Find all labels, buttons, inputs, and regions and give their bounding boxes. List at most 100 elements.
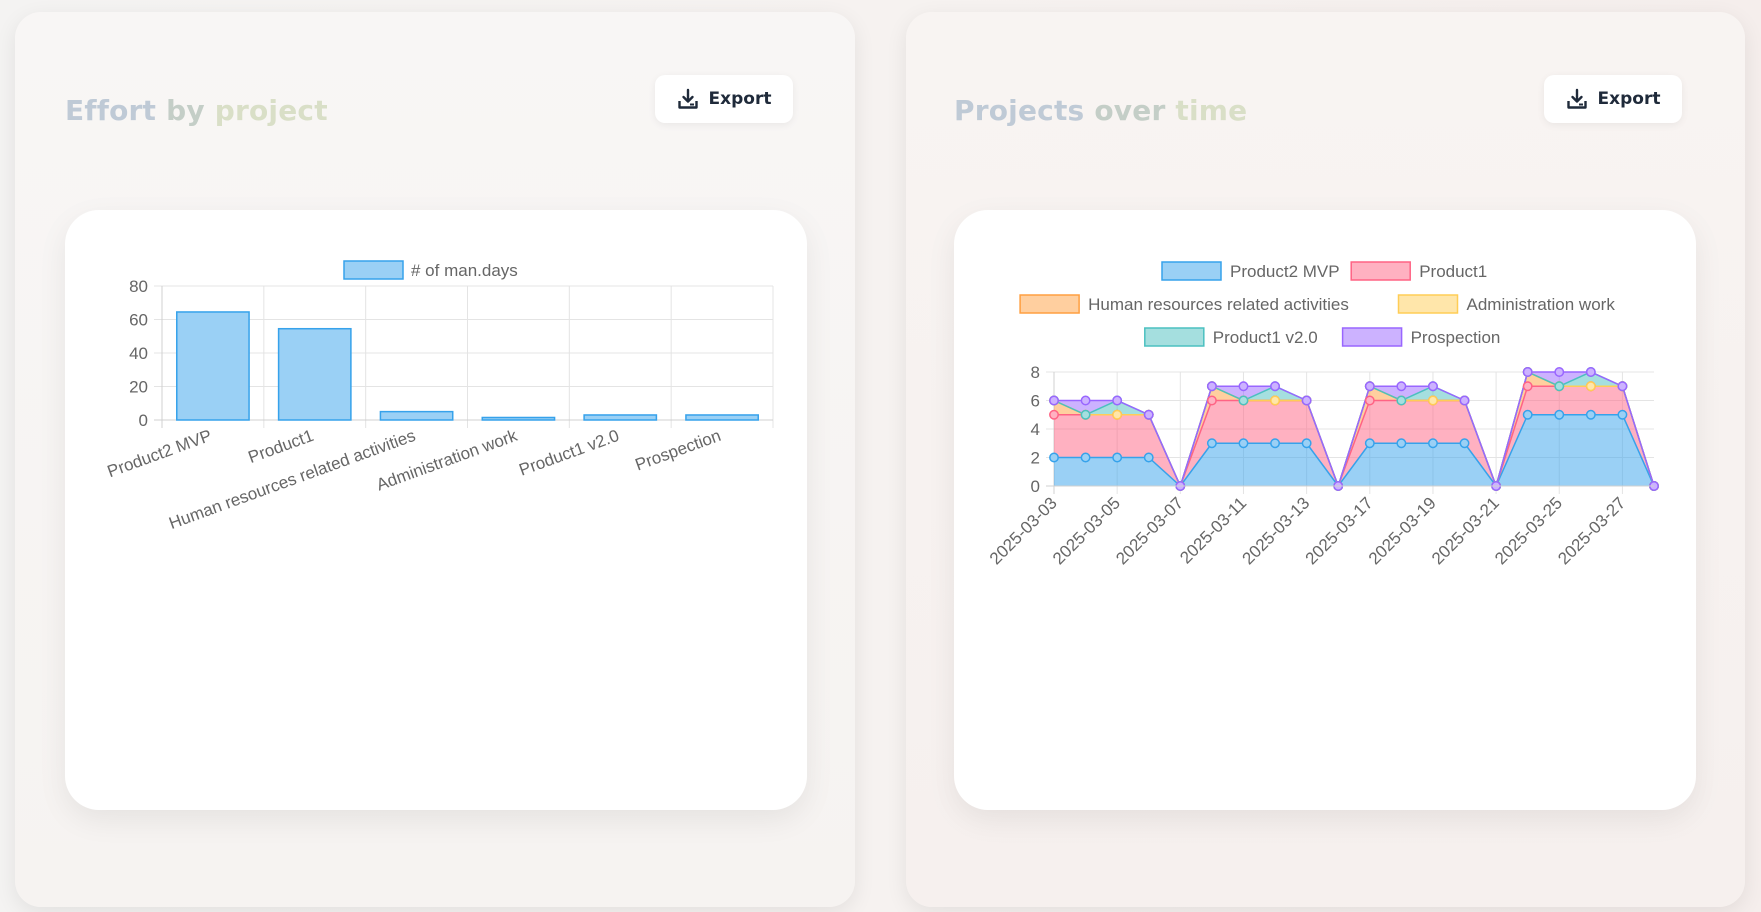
data-point xyxy=(1585,367,1596,377)
y-tick-label: 80 xyxy=(129,277,148,296)
export-button[interactable]: Export xyxy=(655,75,793,123)
data-point xyxy=(1270,381,1281,392)
data-point xyxy=(1112,409,1123,420)
y-tick-label: 6 xyxy=(1031,392,1040,411)
data-point xyxy=(1301,438,1312,449)
bar xyxy=(379,410,454,421)
y-tick-label: 20 xyxy=(129,378,148,397)
data-point xyxy=(1522,409,1533,420)
legend-swatch xyxy=(1341,327,1403,347)
data-point xyxy=(1049,452,1059,463)
legend-swatch xyxy=(343,260,404,280)
data-point xyxy=(1459,395,1470,406)
data-point xyxy=(1112,452,1123,463)
data-point xyxy=(1364,438,1375,449)
y-tick-label: 40 xyxy=(129,344,148,363)
y-tick-label: 8 xyxy=(1031,363,1040,382)
x-tick-label: 2025-03-17 xyxy=(1302,493,1377,568)
x-tick-label: 2025-03-05 xyxy=(1049,493,1124,568)
data-point xyxy=(1364,395,1375,406)
legend-swatch xyxy=(1350,261,1411,281)
effort-panel: Effort by project Export # of man.days 0 2… xyxy=(15,12,855,907)
panel-title: Projects over time xyxy=(954,94,1247,127)
bar xyxy=(176,311,250,421)
data-point xyxy=(1396,438,1407,449)
x-tick-label: 2025-03-03 xyxy=(986,493,1061,568)
x-tick-label: Product1 xyxy=(246,426,316,467)
bar xyxy=(481,416,556,421)
data-point xyxy=(1238,381,1249,392)
data-point xyxy=(1238,438,1249,449)
data-point xyxy=(1206,395,1217,406)
data-point xyxy=(1112,395,1123,406)
data-point xyxy=(1301,395,1312,406)
chart-legend: # of man.days xyxy=(343,260,518,280)
data-point xyxy=(1617,381,1628,392)
download-tray-icon xyxy=(1566,88,1588,110)
data-point xyxy=(1206,438,1217,449)
data-point xyxy=(1427,438,1438,449)
data-point xyxy=(1143,452,1154,463)
legend-label: # of man.days xyxy=(411,261,518,280)
data-point xyxy=(1049,409,1059,420)
data-point xyxy=(1206,381,1217,392)
data-point xyxy=(1270,438,1281,449)
x-tick-label: 2025-03-27 xyxy=(1554,493,1629,568)
panel-title: Effort by project xyxy=(65,94,328,127)
data-point xyxy=(1459,438,1470,449)
title-word: project xyxy=(214,94,328,127)
x-tick-label: 2025-03-13 xyxy=(1239,493,1314,568)
legend-label: Prospection xyxy=(1411,328,1501,347)
data-point xyxy=(1364,381,1375,392)
x-tick-label: Prospection xyxy=(633,426,724,475)
series-area xyxy=(1054,414,1654,486)
projects-chart-card: Product2 MVP Product1 Human resources rela… xyxy=(954,210,1696,810)
data-point xyxy=(1554,367,1565,377)
y-tick-label: 0 xyxy=(139,411,148,430)
effort-bar-chart: # of man.days 0 20 40 60 80 Product2 MVP Produc… xyxy=(105,260,774,533)
export-label: Export xyxy=(708,89,772,109)
chart-legend: Product2 MVP Product1 Human resources rela… xyxy=(1019,261,1615,347)
y-tick-label: 2 xyxy=(1031,449,1040,468)
x-tick-label: Product1 v2.0 xyxy=(517,426,622,480)
export-label: Export xyxy=(1597,89,1661,109)
title-word: time xyxy=(1175,94,1248,127)
y-tick-label: 0 xyxy=(1031,477,1040,496)
legend-swatch xyxy=(1144,327,1205,347)
title-word: Effort xyxy=(65,94,157,127)
series-area xyxy=(1054,386,1654,486)
legend-swatch xyxy=(1019,294,1080,314)
series-line xyxy=(1054,371,1655,489)
data-point xyxy=(1554,381,1565,392)
data-point xyxy=(1585,381,1596,392)
legend-label: Product1 v2.0 xyxy=(1213,328,1318,347)
effort-chart-card: # of man.days 0 20 40 60 80 Product2 MVP Produc… xyxy=(65,210,807,810)
y-tick-label: 60 xyxy=(129,311,148,330)
data-point xyxy=(1143,409,1154,420)
series-line xyxy=(1054,414,1655,488)
data-point xyxy=(1427,381,1438,392)
legend-label: Product1 xyxy=(1419,262,1487,281)
x-tick-label: 2025-03-25 xyxy=(1491,493,1566,568)
export-button[interactable]: Export xyxy=(1544,75,1682,123)
x-tick-label: Product2 MVP xyxy=(105,426,214,481)
title-word: over xyxy=(1094,94,1166,127)
x-tick-label: 2025-03-19 xyxy=(1365,493,1440,568)
data-point xyxy=(1427,395,1438,406)
legend-label: Human resources related activities xyxy=(1088,295,1349,314)
bar xyxy=(685,414,759,421)
data-point xyxy=(1617,409,1628,420)
data-point xyxy=(1080,452,1091,463)
legend-swatch xyxy=(1397,294,1459,314)
data-point xyxy=(1522,367,1533,377)
legend-label: Product2 MVP xyxy=(1230,262,1340,281)
data-point xyxy=(1396,395,1407,406)
data-point xyxy=(1396,381,1407,392)
data-point xyxy=(1270,395,1281,406)
projects-over-time-panel: Projects over time Export Product2 MVP Pr… xyxy=(906,12,1745,907)
download-tray-icon xyxy=(677,88,699,110)
x-tick-label: 2025-03-21 xyxy=(1428,493,1503,568)
title-word: by xyxy=(166,94,205,127)
title-word: Projects xyxy=(954,94,1085,127)
data-point xyxy=(1080,409,1091,420)
